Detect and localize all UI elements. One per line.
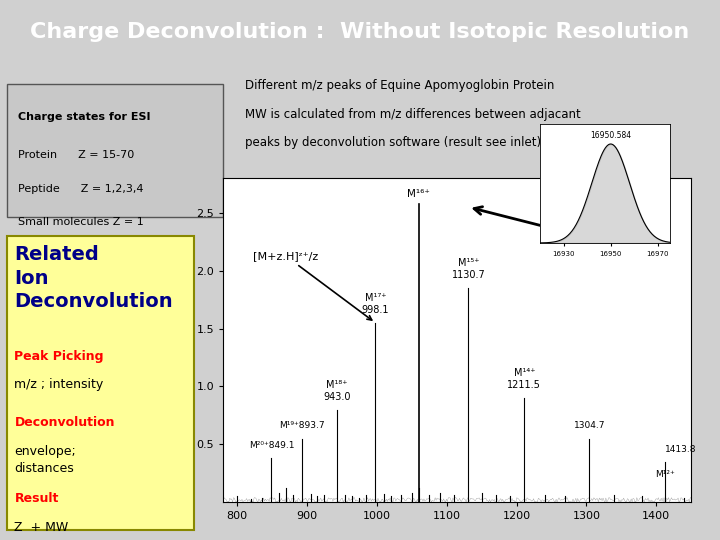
Text: M¹⁷⁺
998.1: M¹⁷⁺ 998.1 [361, 293, 390, 315]
Text: M¹⁵⁺
1130.7: M¹⁵⁺ 1130.7 [451, 259, 485, 280]
Text: peaks by deconvolution software (result see inlet).: peaks by deconvolution software (result … [245, 136, 544, 149]
Text: Different m/z peaks of Equine Apomyoglobin Protein: Different m/z peaks of Equine Apomyoglob… [245, 79, 554, 92]
Text: M¹⁴⁺
1211.5: M¹⁴⁺ 1211.5 [508, 368, 541, 390]
Text: M¹⁶⁺: M¹⁶⁺ [408, 189, 431, 199]
Text: Charge Deconvolution :  Without Isotopic Resolution: Charge Deconvolution : Without Isotopic … [30, 22, 690, 43]
Text: 1413.8: 1413.8 [665, 444, 697, 454]
Text: envelope;
distances: envelope; distances [14, 445, 76, 475]
Text: MW is calculated from m/z differences between adjacant: MW is calculated from m/z differences be… [245, 107, 580, 120]
Text: Deconvolution: Deconvolution [14, 416, 115, 429]
Text: M²⁰⁺849.1: M²⁰⁺849.1 [248, 441, 294, 450]
Text: Small molecules Z = 1: Small molecules Z = 1 [18, 217, 144, 227]
Text: m/z ; intensity: m/z ; intensity [14, 379, 104, 392]
Text: Related
Ion
Deconvolution: Related Ion Deconvolution [14, 245, 173, 312]
Text: [M+z.H]ᶻ⁺/z: [M+z.H]ᶻ⁺/z [253, 251, 372, 320]
Text: M: M [474, 207, 592, 246]
Text: 1304.7: 1304.7 [573, 421, 605, 430]
FancyBboxPatch shape [7, 236, 194, 530]
Text: M¹²⁺: M¹²⁺ [655, 470, 675, 479]
Text: Protein      Z = 15-70: Protein Z = 15-70 [18, 150, 134, 160]
Text: Charge states for ESI: Charge states for ESI [18, 112, 150, 123]
Text: Peptide      Z = 1,2,3,4: Peptide Z = 1,2,3,4 [18, 184, 143, 194]
Text: 16950.584: 16950.584 [590, 131, 631, 140]
FancyBboxPatch shape [7, 84, 223, 217]
Text: M¹⁹⁺893.7: M¹⁹⁺893.7 [279, 421, 325, 430]
Text: Peak Picking: Peak Picking [14, 350, 104, 363]
Text: Z  + MW: Z + MW [14, 521, 68, 534]
Text: M¹⁸⁺
943.0: M¹⁸⁺ 943.0 [323, 380, 351, 402]
Text: Result: Result [14, 492, 59, 505]
